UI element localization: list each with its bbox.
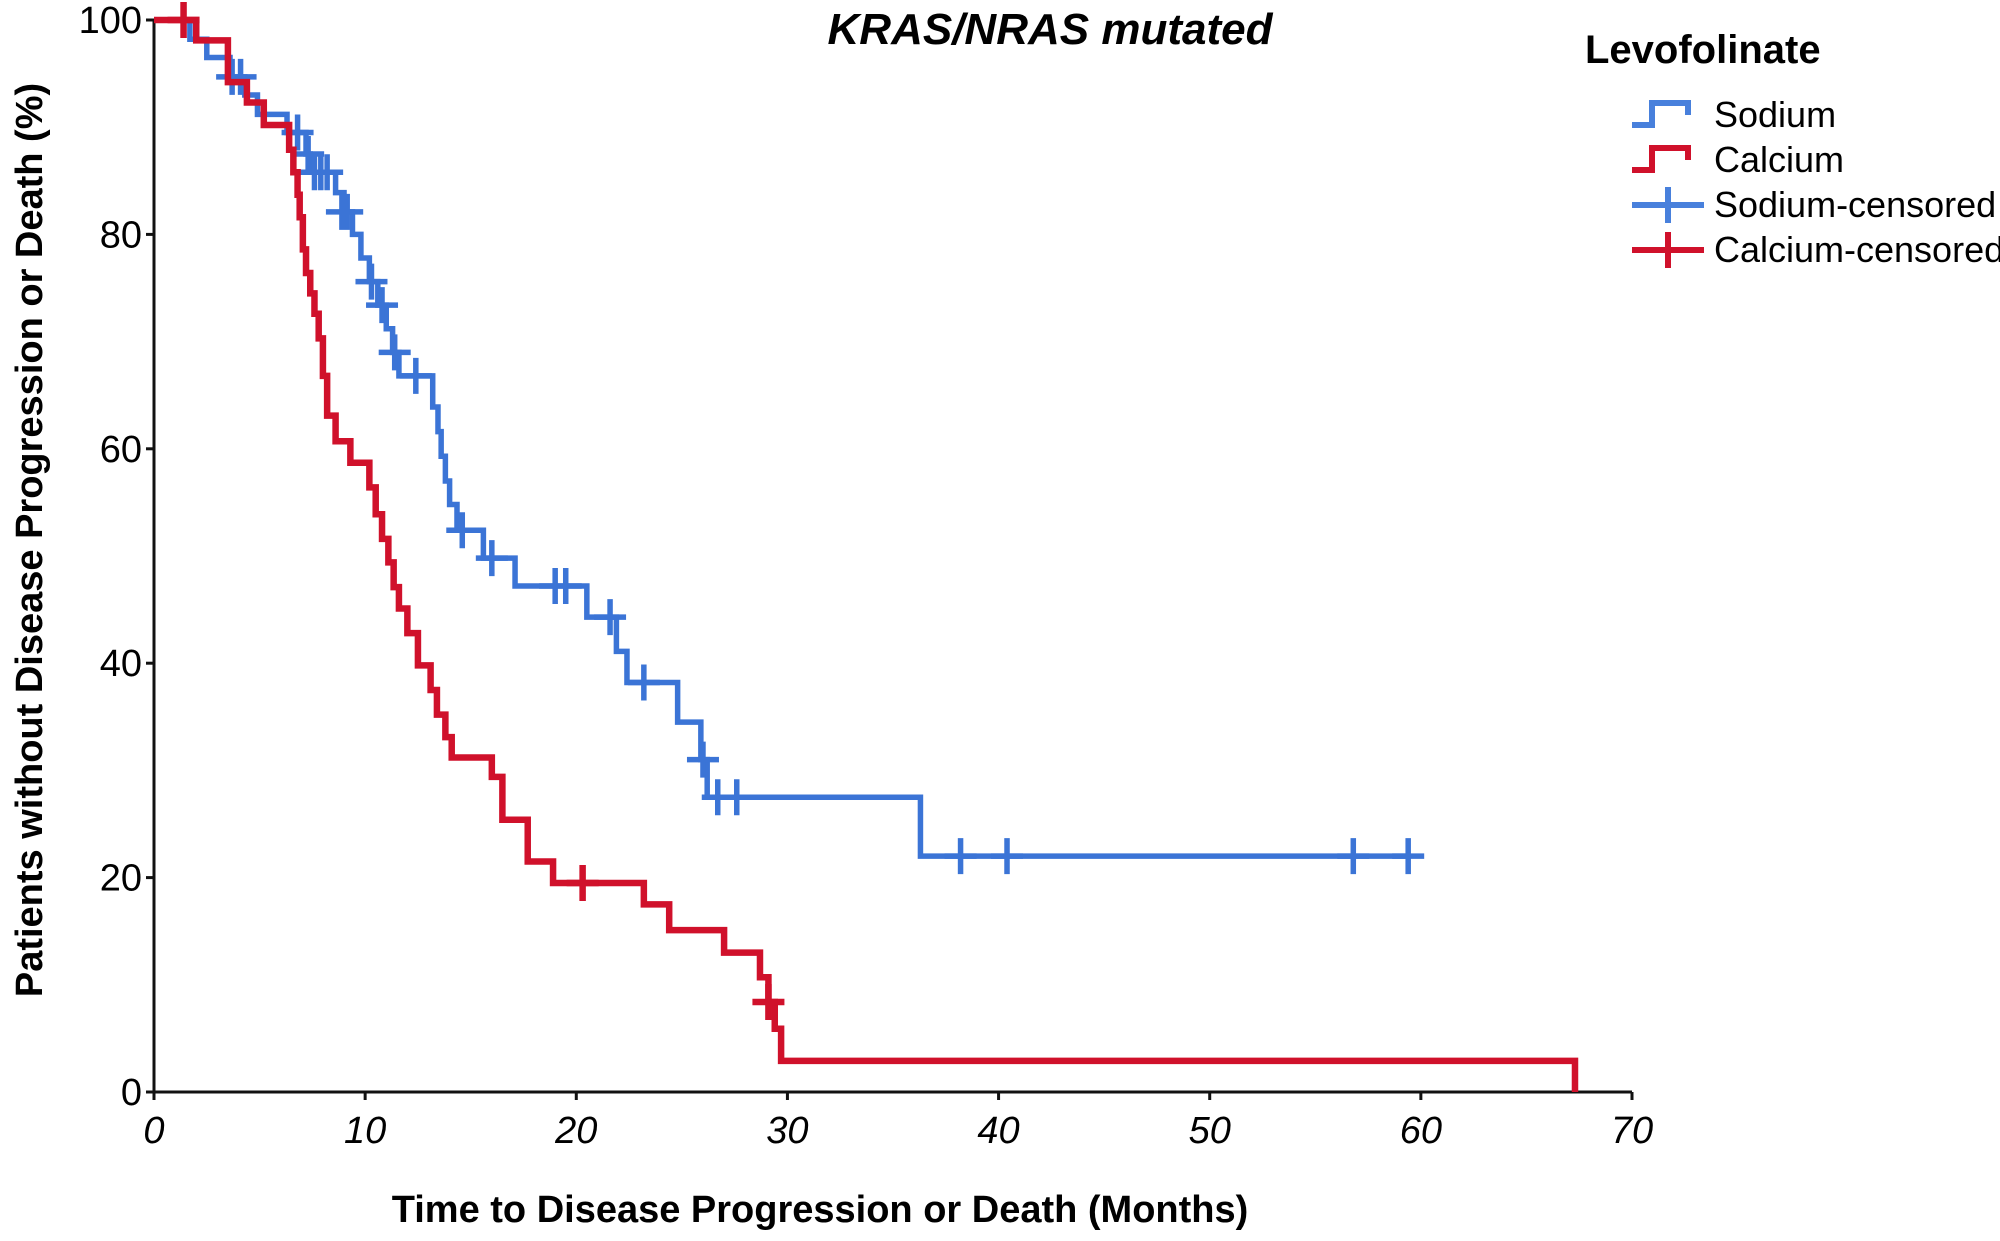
step-glyph <box>1632 99 1691 128</box>
x-tick-label: 20 <box>554 1110 597 1152</box>
x-tick-label: 10 <box>344 1110 386 1152</box>
x-tick-label: 30 <box>766 1110 808 1152</box>
legend-item-label: Sodium <box>1714 93 1837 135</box>
x-tick-label: 60 <box>1400 1110 1442 1152</box>
x-axis-title: Time to Disease Progression or Death (Mo… <box>392 1189 1249 1231</box>
legend-item-calcium-censored: Calcium-censored <box>1630 227 2000 272</box>
y-axis-title: Patients without Disease Progression or … <box>9 83 51 997</box>
plus-glyph <box>1632 231 1704 268</box>
x-tick-label: 0 <box>143 1110 164 1152</box>
legend-item-calcium: Calcium <box>1630 137 2000 182</box>
sodium-censored-plus-symbol <box>1632 186 1704 223</box>
legend-title: Levofolinate <box>1585 28 1821 72</box>
legend: Levofolinate Sodium Calcium Sodium-censo… <box>1585 30 2000 272</box>
calcium-censored-plus-symbol <box>1632 231 1704 268</box>
y-tick-label: 100 <box>79 0 142 42</box>
calcium-censor-marks <box>167 2 785 1020</box>
x-tick-label: 50 <box>1189 1110 1231 1152</box>
legend-item-sodium-censored: Sodium-censored <box>1630 182 2000 227</box>
legend-item-label: Sodium-censored <box>1714 183 1997 225</box>
sodium-line-symbol <box>1632 99 1691 128</box>
y-tick-label: 0 <box>121 1072 142 1114</box>
legend-item-label: Calcium-censored <box>1714 228 2000 270</box>
calcium-line-symbol <box>1632 144 1691 173</box>
legend-item-sodium: Sodium <box>1630 92 2000 137</box>
x-tick-label: 40 <box>977 1110 1019 1152</box>
chart-title: KRAS/NRAS mutated <box>828 5 1274 54</box>
step-glyph <box>1632 144 1691 173</box>
legend-item-label: Calcium <box>1714 138 1845 180</box>
y-tick-label: 80 <box>100 214 142 256</box>
plus-glyph <box>1632 186 1704 223</box>
legend-items: Sodium Calcium Sodium-censored Calcium-c… <box>1585 92 2000 272</box>
y-tick-label: 60 <box>100 429 142 471</box>
x-tick-label: 70 <box>1611 1110 1653 1152</box>
calcium-curve <box>154 16 1579 1092</box>
y-tick-label: 20 <box>100 858 142 900</box>
y-tick-label: 40 <box>100 643 142 685</box>
sodium-censor-marks <box>216 58 1425 875</box>
